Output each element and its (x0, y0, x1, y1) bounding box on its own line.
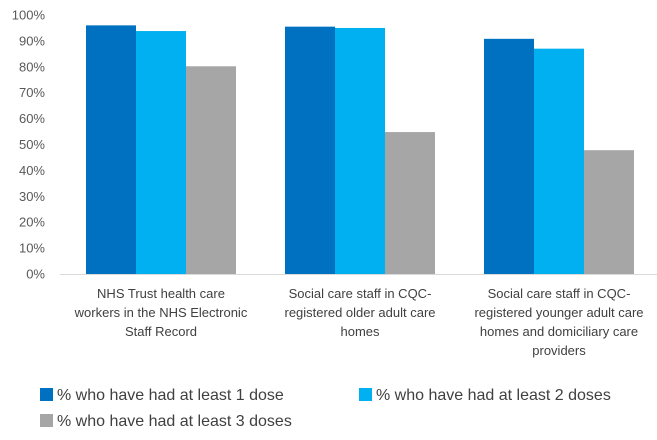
legend-swatch-3 (40, 414, 53, 427)
y-tick-label: 40% (19, 163, 45, 178)
bar-1-series-3 (186, 66, 236, 274)
bar-1-series-1 (86, 25, 136, 274)
y-tick-label: 10% (19, 241, 45, 256)
x-tick-label: Social care staff in CQC- (488, 286, 631, 301)
y-tick-label: 20% (19, 215, 45, 230)
x-tick-label: providers (532, 343, 586, 358)
x-tick-label: homes and domiciliary care (480, 324, 638, 339)
x-tick-label: registered younger adult care (474, 305, 643, 320)
y-tick-label: 80% (19, 59, 45, 74)
bar-2-series-2 (335, 27, 385, 275)
bar-3-series-1 (484, 38, 534, 274)
y-axis: 0% 10% 20% 30% 40% 50% 60% 70% 80% 90% 100% (12, 8, 46, 282)
y-tick-label: 90% (19, 33, 45, 48)
bar-2-series-1 (285, 26, 335, 275)
y-tick-label: 60% (19, 111, 45, 126)
x-tick-label: homes (340, 324, 380, 339)
x-tick-label: registered older adult care (284, 305, 435, 320)
x-tick-label: workers in the NHS Electronic (74, 305, 248, 320)
y-tick-label: 0% (26, 267, 45, 282)
y-tick-label: 50% (19, 137, 45, 152)
x-axis: NHS Trust health care workers in the NHS … (60, 274, 657, 358)
bar-1-series-2 (136, 31, 186, 275)
x-tick-label: NHS Trust health care (97, 286, 225, 301)
legend-label-2: % who have had at least 2 doses (376, 387, 611, 404)
x-tick-label: Staff Record (125, 324, 197, 339)
legend: % who have had at least 1 dose % who have… (40, 387, 611, 430)
bar-2-series-3 (385, 132, 435, 274)
y-tick-label: 70% (19, 85, 45, 100)
legend-label-3: % who have had at least 3 doses (57, 413, 292, 430)
y-tick-label: 30% (19, 189, 45, 204)
legend-label-1: % who have had at least 1 dose (57, 387, 284, 404)
legend-swatch-1 (40, 388, 53, 401)
bar-3-series-2 (534, 48, 584, 274)
legend-swatch-2 (359, 388, 372, 401)
x-tick-label: Social care staff in CQC- (289, 286, 432, 301)
y-tick-label: 100% (12, 8, 46, 23)
bar-3-series-3 (584, 150, 634, 274)
bars (86, 25, 634, 275)
